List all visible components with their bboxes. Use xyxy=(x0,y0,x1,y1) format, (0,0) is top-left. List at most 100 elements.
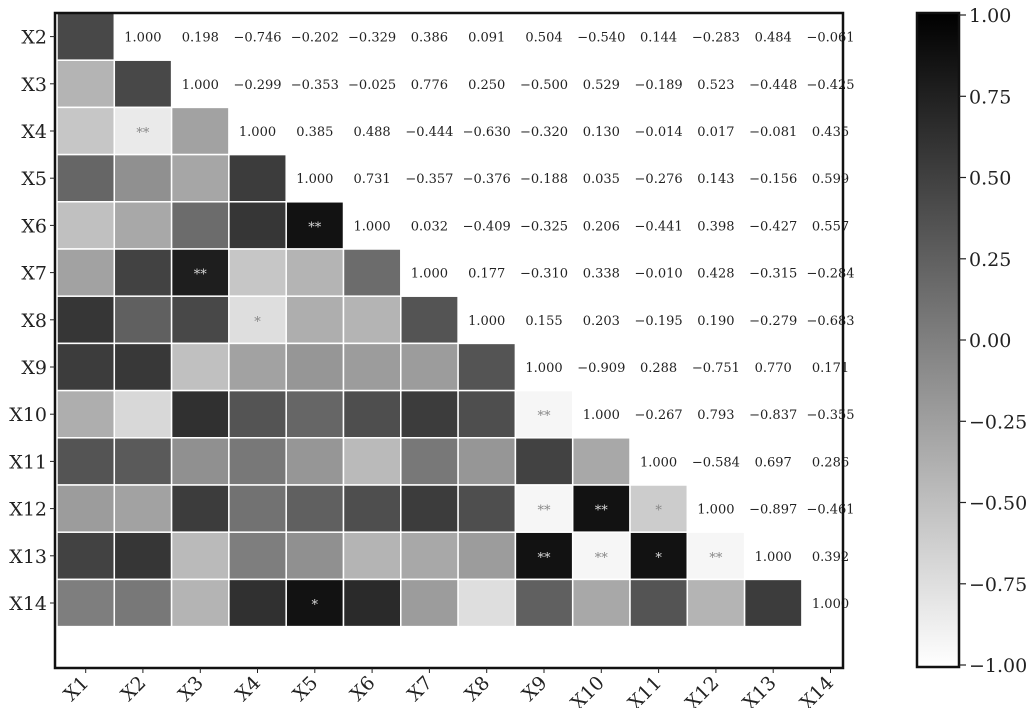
correlation-value-label: −0.683 xyxy=(806,314,854,329)
significance-star: ** xyxy=(595,504,609,519)
heatmap-cell xyxy=(228,248,287,297)
heatmap-cell xyxy=(686,531,746,581)
correlation-value-label: −0.425 xyxy=(806,78,854,93)
correlation-value-label: −0.202 xyxy=(291,31,339,46)
heatmap-cell xyxy=(514,484,574,533)
heatmap-cells xyxy=(56,12,803,628)
correlation-value-label: 1.000 xyxy=(697,503,734,518)
significance-star: * xyxy=(655,504,662,519)
correlation-value-label: −0.284 xyxy=(806,267,854,282)
correlation-value-label: −0.409 xyxy=(463,219,511,234)
correlation-value-label: −0.276 xyxy=(635,172,683,187)
correlation-value-label: 1.000 xyxy=(296,172,333,187)
correlation-value-label: −0.025 xyxy=(348,78,396,93)
heatmap-cell xyxy=(170,295,230,345)
correlation-value-label: 1.000 xyxy=(239,125,276,140)
correlation-value-label: −0.283 xyxy=(692,31,740,46)
heatmap-cell xyxy=(457,578,517,628)
heatmap-cell xyxy=(228,578,287,628)
heatmap-cell xyxy=(285,389,345,439)
correlation-value-label: 1.000 xyxy=(353,219,390,234)
heatmap-cell xyxy=(170,342,230,392)
y-tick-label: X6 xyxy=(21,215,47,237)
correlation-value-label: 1.000 xyxy=(525,361,562,376)
heatmap-cell xyxy=(342,531,402,581)
heatmap-cell xyxy=(571,578,631,628)
heatmap-cell xyxy=(400,295,459,345)
heatmap-cell xyxy=(56,106,116,156)
correlation-value-label: −0.540 xyxy=(577,31,625,46)
heatmap-cell xyxy=(514,389,574,439)
heatmap-cell xyxy=(629,578,689,628)
significance-star: ** xyxy=(308,220,322,235)
heatmap-cell xyxy=(170,484,230,533)
heatmap-cell xyxy=(285,484,345,533)
heatmap-cell xyxy=(170,201,230,250)
heatmap-cell xyxy=(342,484,402,533)
heatmap-cell xyxy=(113,59,173,109)
heatmap-cell xyxy=(228,484,287,533)
correlation-value-label: 0.776 xyxy=(411,78,448,93)
colorbar-tick-label: −0.25 xyxy=(969,411,1027,433)
heatmap-cell xyxy=(342,578,402,628)
correlation-value-label: 0.091 xyxy=(468,31,505,46)
correlation-value-label: 0.206 xyxy=(583,219,620,234)
y-tick-label: X2 xyxy=(21,27,47,49)
correlation-value-label: 0.793 xyxy=(697,408,734,423)
heatmap-cell xyxy=(170,578,230,628)
heatmap-cell xyxy=(342,248,402,297)
correlation-value-label: −0.444 xyxy=(405,125,453,140)
heatmap-cell xyxy=(743,578,803,628)
heatmap-cell xyxy=(285,437,345,486)
heatmap-cell xyxy=(56,437,116,486)
correlation-value-label: −0.427 xyxy=(749,219,797,234)
significance-star: ** xyxy=(136,126,150,141)
y-axis-tick-labels: X2 X3 X4 X5 X6 X7 X8 X9 X10 X11 X12 X13 X14 xyxy=(9,27,55,615)
colorbar-tick-label: 0.50 xyxy=(969,168,1011,190)
heatmap-cell xyxy=(457,437,517,486)
correlation-value-label: 0.428 xyxy=(697,267,734,282)
correlation-value-label: 0.130 xyxy=(583,125,620,140)
heatmap-cell xyxy=(56,295,116,345)
correlation-value-label: −0.751 xyxy=(692,361,740,376)
heatmap-cell xyxy=(228,437,287,486)
heatmap-cell xyxy=(56,578,116,628)
correlation-value-label: 0.488 xyxy=(353,125,390,140)
heatmap-cell xyxy=(457,484,517,533)
correlation-value-label: −0.267 xyxy=(635,408,683,423)
y-tick-label: X8 xyxy=(21,310,47,332)
correlation-value-label: 0.190 xyxy=(697,314,734,329)
correlation-value-label: −0.315 xyxy=(749,267,797,282)
heatmap-cell xyxy=(514,437,574,486)
correlation-value-label: 0.198 xyxy=(182,31,219,46)
heatmap-cell xyxy=(400,484,459,533)
correlation-value-label: 1.000 xyxy=(411,267,448,282)
correlation-value-label: 0.529 xyxy=(583,78,620,93)
correlation-value-label: −0.897 xyxy=(749,503,797,518)
heatmap-cell xyxy=(56,484,116,533)
correlation-value-label: 0.250 xyxy=(468,78,505,93)
correlation-value-label: 1.000 xyxy=(755,550,792,565)
correlation-value-label: 0.599 xyxy=(812,172,849,187)
correlation-value-label: −0.156 xyxy=(749,172,797,187)
significance-star: * xyxy=(254,315,261,330)
correlation-value-label: 0.731 xyxy=(353,172,390,187)
heatmap-cell xyxy=(342,389,402,439)
correlation-value-label: 1.000 xyxy=(124,31,161,46)
correlation-value-label: −0.189 xyxy=(635,78,683,93)
colorbar-tick-label: 1.00 xyxy=(969,5,1011,27)
correlation-value-label: −0.376 xyxy=(463,172,511,187)
correlation-value-label: 1.000 xyxy=(583,408,620,423)
correlation-value-label: 0.177 xyxy=(468,267,505,282)
correlation-value-label: 1.000 xyxy=(468,314,505,329)
correlation-value-label: 0.144 xyxy=(640,31,677,46)
heatmap-cell xyxy=(228,153,287,203)
heatmap-cell xyxy=(56,531,116,581)
heatmap-cell xyxy=(170,248,230,297)
correlation-value-label: 1.000 xyxy=(640,455,677,470)
correlation-value-label: −0.461 xyxy=(806,503,854,518)
correlation-value-label: −0.279 xyxy=(749,314,797,329)
correlation-value-label: −0.500 xyxy=(520,78,568,93)
heatmap-cell xyxy=(342,437,402,486)
significance-star: * xyxy=(655,551,662,566)
